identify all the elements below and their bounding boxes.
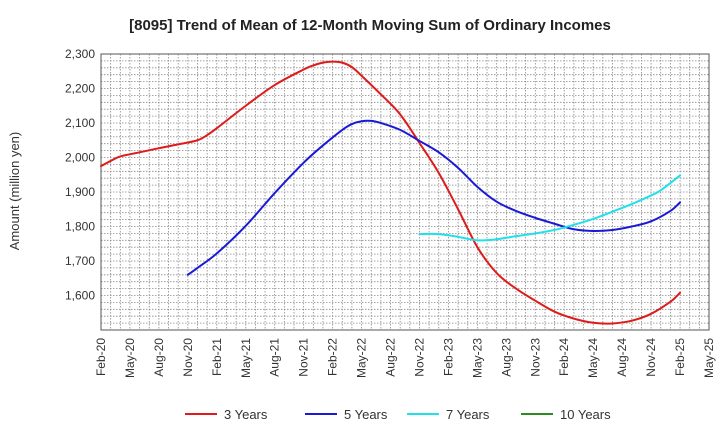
x-tick-label: May-20	[123, 338, 137, 378]
legend-item-5-years: 5 Years	[305, 407, 388, 422]
y-tick-label: 1,700	[65, 254, 95, 268]
x-tick-label: Aug-21	[268, 338, 282, 377]
legend-label: 7 Years	[446, 407, 490, 422]
x-tick-label: Nov-21	[297, 338, 311, 377]
y-axis-label: Amount (million yen)	[7, 132, 22, 251]
series-line-3-years	[100, 60, 682, 325]
legend: 3 Years 5 Years 7 Years 10 Years	[185, 407, 611, 422]
x-tick-label: Nov-20	[181, 338, 195, 377]
x-tick-label: Feb-24	[557, 338, 571, 376]
legend-item-10-years: 10 Years	[521, 407, 611, 422]
x-tick-label: Aug-20	[152, 338, 166, 377]
x-tick-label: May-21	[239, 338, 253, 378]
x-tick-label: May-25	[702, 338, 716, 378]
y-tick-label: 1,600	[65, 289, 95, 303]
chart-title: [8095] Trend of Mean of 12-Month Moving …	[129, 17, 611, 34]
legend-label: 5 Years	[344, 407, 388, 422]
legend-label: 10 Years	[560, 407, 611, 422]
x-tick-label: Nov-23	[528, 338, 542, 377]
axes: 1,600 1,700 1,800 1,900 2,000 2,100 2,200 2,300…	[65, 47, 716, 378]
x-tick-label: Nov-24	[644, 338, 658, 377]
y-tick-label: 2,200	[65, 82, 95, 96]
legend-item-7-years: 7 Years	[407, 407, 490, 422]
series-line-5-years	[186, 119, 682, 276]
y-tick-label: 1,900	[65, 185, 95, 199]
grid	[101, 54, 709, 330]
series-lines	[100, 60, 682, 325]
x-tick-label: Feb-20	[94, 338, 108, 376]
y-tick-label: 2,100	[65, 116, 95, 130]
plot-frame	[100, 53, 710, 331]
series-line-7-years	[418, 174, 682, 242]
x-tick-label: Feb-25	[673, 338, 687, 376]
x-tick-label: May-22	[355, 338, 369, 378]
legend-item-3-years: 3 Years	[185, 407, 268, 422]
x-tick-label: May-23	[470, 338, 484, 378]
x-tick-label: Feb-21	[210, 338, 224, 376]
x-tick-label: Feb-22	[326, 338, 340, 376]
legend-label: 3 Years	[224, 407, 268, 422]
y-tick-label: 2,000	[65, 151, 95, 165]
x-tick-label: Aug-24	[615, 338, 629, 377]
x-tick-label: Aug-22	[384, 338, 398, 377]
x-tick-label: Aug-23	[499, 338, 513, 377]
x-tick-label: May-24	[586, 338, 600, 378]
y-tick-label: 1,800	[65, 220, 95, 234]
x-tick-label: Feb-23	[441, 338, 455, 376]
y-tick-label: 2,300	[65, 47, 95, 61]
x-tick-label: Nov-22	[412, 338, 426, 377]
